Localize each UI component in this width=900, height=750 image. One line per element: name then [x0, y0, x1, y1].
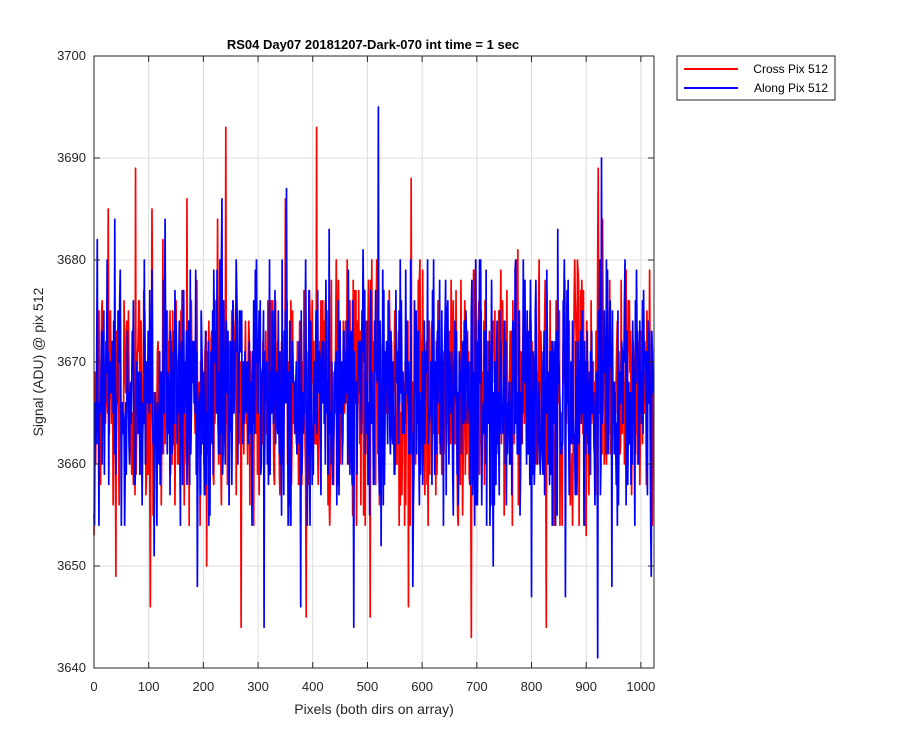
y-tick-label: 3660 [57, 456, 86, 471]
y-tick-label: 3650 [57, 558, 86, 573]
x-tick-label: 400 [302, 679, 324, 694]
legend-box [676, 55, 836, 101]
x-tick-label: 200 [193, 679, 215, 694]
axis-ticks: 0 100 200 300 400 500 600 700 800 900 1000 3640 3650… [57, 48, 655, 694]
y-tick-label: 3680 [57, 252, 86, 267]
legend: Cross Pix 512 Along Pix 512 [676, 55, 836, 101]
series-layer [93, 106, 655, 659]
y-tick-label: 3670 [57, 354, 86, 369]
x-tick-label: 1000 [626, 679, 655, 694]
x-tick-label: 900 [575, 679, 597, 694]
x-tick-label: 700 [466, 679, 488, 694]
y-axis-label: Signal (ADU) @ pix 512 [30, 287, 46, 436]
chart-title: RS04 Day07 20181207-Dark-070 int time = … [227, 37, 519, 52]
x-axis-label: Pixels (both dirs on array) [294, 701, 454, 717]
y-tick-label: 3700 [57, 48, 86, 63]
x-tick-label: 0 [90, 679, 97, 694]
y-tick-label: 3640 [57, 660, 86, 675]
x-tick-label: 300 [247, 679, 269, 694]
x-tick-label: 500 [357, 679, 379, 694]
legend-label-along: Along Pix 512 [754, 81, 828, 95]
x-tick-label: 800 [521, 679, 543, 694]
series-line-along-pix-512 [93, 106, 654, 659]
legend-label-cross: Cross Pix 512 [753, 62, 828, 76]
x-tick-label: 100 [138, 679, 160, 694]
y-tick-label: 3690 [57, 150, 86, 165]
x-tick-label: 600 [411, 679, 433, 694]
